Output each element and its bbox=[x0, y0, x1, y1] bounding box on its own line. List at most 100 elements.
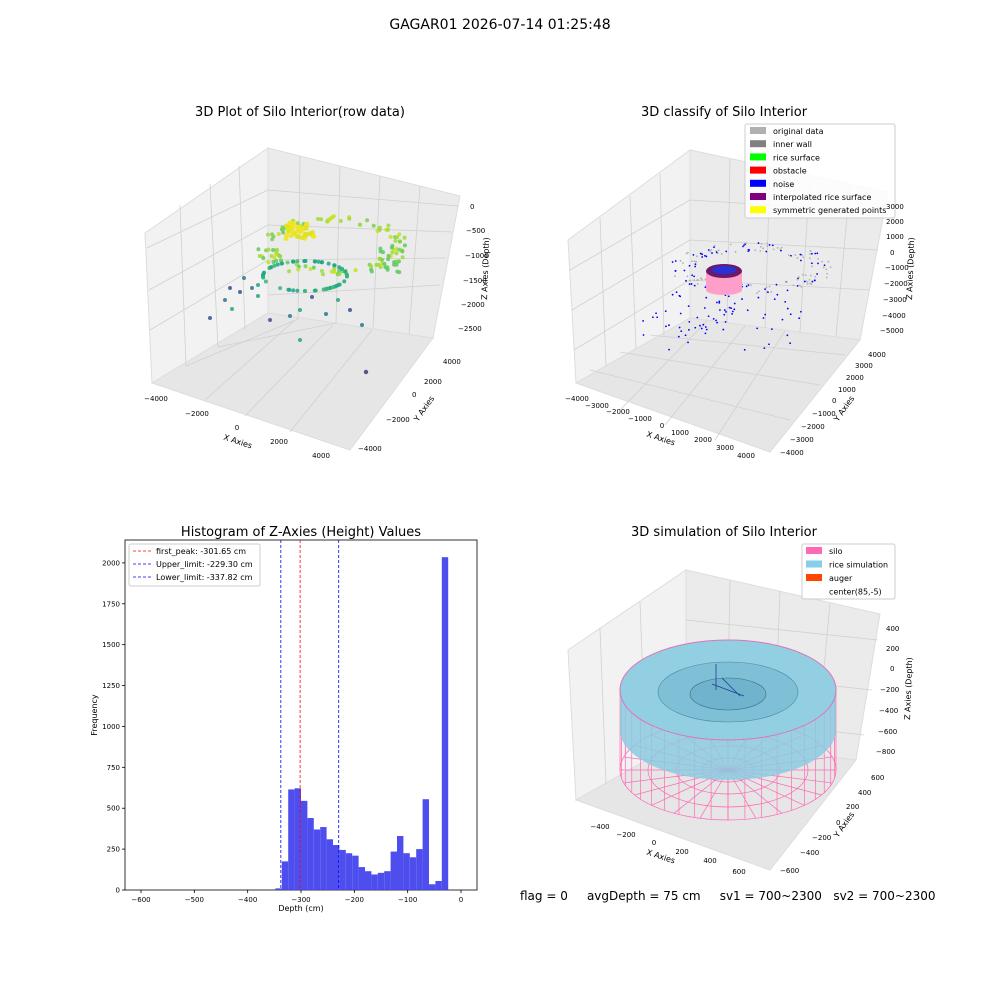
scatter-point bbox=[796, 278, 799, 281]
histogram-bar bbox=[435, 881, 442, 890]
scatter-point bbox=[701, 256, 704, 258]
p1-y-tick: 2000 bbox=[424, 378, 442, 386]
p4-rice-surface bbox=[619, 639, 837, 780]
scatter-point bbox=[311, 265, 316, 270]
scatter-point bbox=[360, 323, 364, 327]
scatter-point bbox=[694, 326, 697, 329]
p4-z-tick: 200 bbox=[886, 645, 899, 653]
scatter-point bbox=[811, 280, 814, 283]
scatter-point bbox=[794, 254, 797, 256]
scatter-point bbox=[780, 249, 782, 252]
histogram-bar bbox=[377, 872, 385, 890]
p1-x-tick: 2000 bbox=[270, 438, 288, 446]
scatter-point bbox=[789, 313, 792, 316]
histogram-bar bbox=[281, 861, 289, 890]
histogram-bar bbox=[333, 845, 340, 890]
scatter-point bbox=[274, 258, 279, 263]
scatter-point bbox=[809, 274, 812, 277]
scatter-point bbox=[325, 286, 330, 291]
scatter-point bbox=[324, 312, 328, 316]
scatter-point bbox=[671, 293, 674, 296]
scatter-point bbox=[800, 285, 803, 288]
legend-swatch bbox=[806, 574, 822, 581]
scatter-point bbox=[713, 244, 716, 247]
histogram-bar bbox=[384, 871, 391, 890]
scatter-point bbox=[686, 251, 689, 254]
p4-x-tick: 0 bbox=[652, 839, 656, 847]
scatter-point bbox=[291, 259, 296, 264]
p3-legend-box bbox=[128, 543, 261, 587]
legend-label: center(85,-5) bbox=[829, 588, 882, 597]
scatter-point bbox=[696, 316, 699, 319]
scatter-point bbox=[725, 310, 727, 313]
scatter-point bbox=[745, 242, 747, 245]
scatter-point bbox=[699, 252, 702, 255]
scatter-point bbox=[300, 226, 305, 231]
p2-z-tick: −1000 bbox=[885, 264, 909, 272]
scatter-point bbox=[388, 234, 393, 239]
scatter-point bbox=[802, 273, 804, 276]
scatter-point bbox=[772, 248, 775, 251]
scatter-point bbox=[810, 252, 813, 255]
scatter-point bbox=[393, 238, 398, 243]
scatter-point bbox=[304, 221, 310, 227]
scatter-point bbox=[757, 242, 760, 244]
scatter-point bbox=[371, 223, 376, 228]
scatter-point bbox=[280, 225, 285, 230]
scatter-point bbox=[763, 347, 766, 350]
scatter-point bbox=[703, 254, 706, 257]
scatter-point bbox=[688, 328, 690, 331]
scatter-point bbox=[295, 221, 300, 226]
scatter-point bbox=[291, 220, 297, 226]
scatter-point bbox=[808, 253, 811, 255]
scatter-point bbox=[265, 232, 270, 237]
p2-x-tick: −2000 bbox=[606, 408, 630, 416]
p1-z-tick: −1500 bbox=[463, 277, 487, 285]
scatter-point bbox=[302, 288, 307, 293]
scatter-point bbox=[695, 260, 698, 263]
scatter-point bbox=[784, 300, 787, 303]
scatter-point bbox=[278, 286, 283, 291]
p4-x-tick: −200 bbox=[616, 831, 635, 839]
p1-side-pane bbox=[267, 147, 461, 339]
p3-vlines bbox=[280, 540, 340, 890]
scatter-point bbox=[326, 261, 331, 266]
scatter-point bbox=[691, 274, 694, 277]
p4-z-ticks: −800 −600 −400 −200 0 200 400 bbox=[876, 625, 899, 756]
legend-swatch bbox=[806, 560, 822, 568]
y-tick-label: 0 bbox=[116, 887, 120, 895]
x-tick-label: 0 bbox=[459, 896, 463, 904]
scatter-point bbox=[723, 313, 726, 316]
legend-label: rice surface bbox=[773, 153, 820, 162]
scatter-point bbox=[656, 316, 659, 319]
scatter-point bbox=[337, 265, 342, 270]
p2-x-tick: 1000 bbox=[671, 429, 689, 437]
scatter-point bbox=[307, 231, 313, 236]
scatter-point bbox=[767, 291, 769, 294]
p2-z-ticks: −5000 −4000 −3000 −2000 −1000 0 1000 200… bbox=[880, 203, 909, 335]
p2-z-tick: 1000 bbox=[886, 233, 904, 241]
legend-swatch bbox=[806, 547, 822, 554]
scatter-point bbox=[688, 283, 691, 286]
scatter-point bbox=[722, 328, 725, 331]
scatter-point bbox=[816, 273, 819, 275]
scatter-point bbox=[380, 257, 385, 262]
scatter-point bbox=[729, 243, 732, 246]
p2-y-tick: 3000 bbox=[855, 362, 873, 370]
scatter-point bbox=[780, 246, 783, 249]
scatter-point bbox=[261, 272, 266, 277]
histogram-bar bbox=[320, 827, 327, 890]
scatter-point bbox=[715, 319, 718, 322]
scatter-point bbox=[674, 260, 677, 262]
x-tick-label: −100 bbox=[398, 896, 417, 904]
scatter-point bbox=[287, 269, 292, 274]
scatter-point bbox=[394, 262, 399, 267]
scatter-point bbox=[692, 254, 695, 256]
histogram-bar bbox=[307, 818, 314, 890]
y-tick-label: 2000 bbox=[102, 559, 120, 567]
x-tick-label: −300 bbox=[291, 896, 310, 904]
p2-legend-box bbox=[744, 123, 896, 219]
scatter-point bbox=[402, 235, 407, 240]
scatter-point bbox=[385, 227, 390, 232]
scatter-point bbox=[756, 292, 758, 295]
